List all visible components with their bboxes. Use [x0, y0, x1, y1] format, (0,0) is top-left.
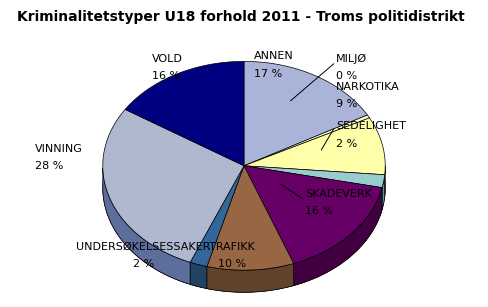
Text: NARKOTIKA: NARKOTIKA [336, 82, 400, 92]
Text: 2 %: 2 % [133, 259, 154, 269]
Text: 10 %: 10 % [218, 259, 246, 269]
Polygon shape [244, 61, 367, 166]
Text: VINNING: VINNING [35, 143, 83, 154]
Polygon shape [125, 61, 244, 166]
Text: Kriminalitetstyper U18 forhold 2011 - Troms politidistrikt: Kriminalitetstyper U18 forhold 2011 - Tr… [17, 10, 465, 24]
Text: 17 %: 17 % [254, 68, 282, 79]
Polygon shape [244, 166, 385, 188]
Text: MILJØ: MILJØ [336, 54, 367, 64]
Text: 16 %: 16 % [152, 71, 180, 81]
Polygon shape [244, 118, 385, 175]
Polygon shape [244, 115, 369, 166]
Text: VOLD: VOLD [152, 54, 183, 64]
Text: 2 %: 2 % [336, 138, 357, 149]
Ellipse shape [103, 84, 385, 292]
Polygon shape [294, 188, 382, 286]
Polygon shape [103, 109, 244, 262]
Polygon shape [244, 166, 382, 263]
Text: SKADEVERK: SKADEVERK [305, 189, 372, 199]
Text: 28 %: 28 % [35, 161, 63, 171]
Polygon shape [382, 175, 385, 210]
Text: UNDERSØKELSESSAKER: UNDERSØKELSESSAKER [76, 242, 210, 252]
Text: 16 %: 16 % [305, 206, 333, 216]
Polygon shape [207, 166, 294, 270]
Polygon shape [190, 166, 244, 266]
Text: ANNEN: ANNEN [254, 51, 294, 61]
Text: SEDELIGHET: SEDELIGHET [336, 121, 406, 131]
Text: TRAFIKK: TRAFIKK [209, 242, 255, 252]
Polygon shape [207, 263, 294, 292]
Text: 0 %: 0 % [336, 71, 357, 81]
Polygon shape [190, 262, 207, 289]
Polygon shape [103, 168, 190, 284]
Text: 9 %: 9 % [336, 99, 357, 109]
